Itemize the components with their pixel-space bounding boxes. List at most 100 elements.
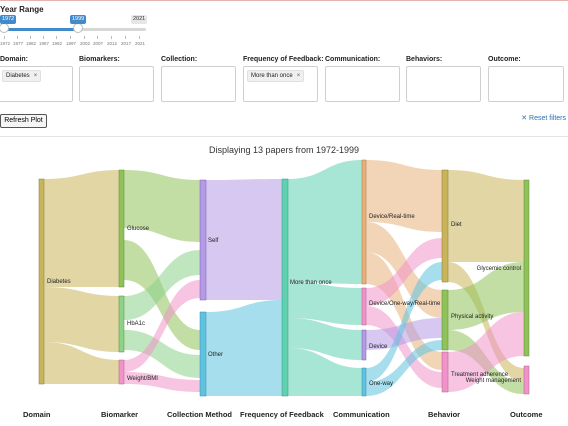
- link-self-more-than-once: [206, 179, 282, 300]
- axis-label-outcome: Outcome: [510, 410, 543, 419]
- tick-mark: [84, 36, 85, 39]
- tick-label: 1987: [39, 41, 50, 46]
- axis-label-frequency-of-feedback: Frequency of Feedback: [240, 410, 324, 419]
- frequency-chip-label: More than once: [251, 73, 293, 79]
- node-diet[interactable]: [441, 169, 449, 283]
- node-label-treatment-adherence: Treatment adherence: [451, 372, 509, 378]
- node-device-one-way-real-time[interactable]: [361, 287, 367, 326]
- tick-label: 2017: [121, 41, 132, 46]
- outcome-filter-input[interactable]: [488, 66, 564, 102]
- link-pa-glycemic: [448, 262, 524, 330]
- node-self[interactable]: [199, 179, 207, 301]
- chart-title: Displaying 13 papers from 1972-1999: [208, 145, 360, 155]
- node-label-weight-bmi: Weight/BMI: [127, 376, 158, 382]
- link-diabetes-weight: [44, 342, 120, 384]
- link-oneway-pa: [366, 340, 442, 396]
- tick-mark: [17, 36, 18, 39]
- link-devrt-diet: [366, 160, 442, 232]
- link-oneway-diet: [366, 262, 442, 382]
- sankey-nodes: [38, 159, 530, 397]
- sankey-node-labels: Diabetes Glucose HbA1c Weight/BMI Self O…: [47, 214, 521, 387]
- node-label-glycemic-control: Glycemic control: [477, 266, 521, 272]
- node-glucose[interactable]: [118, 169, 125, 288]
- node-label-physical-activity: Physical activity: [451, 314, 493, 320]
- node-weight-bmi[interactable]: [118, 359, 125, 385]
- node-label-hba1c: HbA1c: [127, 321, 145, 327]
- link-other-more-than-once: [206, 300, 282, 396]
- biomarkers-filter-input[interactable]: [79, 66, 154, 102]
- node-physical-activity[interactable]: [441, 289, 449, 351]
- link-hba1c-other: [124, 330, 200, 378]
- frequency-filter-label: Frequency of Feedback:: [243, 56, 324, 63]
- behaviors-filter-input[interactable]: [406, 66, 481, 102]
- node-one-way[interactable]: [361, 367, 367, 397]
- link-devrt-ta: [366, 252, 442, 370]
- tick-label: 1992: [52, 41, 63, 46]
- node-device[interactable]: [361, 329, 367, 361]
- link-weight-other: [124, 372, 200, 392]
- node-label-diet: Diet: [451, 222, 462, 228]
- tick-mark: [125, 36, 126, 39]
- tick-label: 2002: [80, 41, 91, 46]
- sankey-links: [44, 160, 524, 396]
- tick-label: 1977: [13, 41, 24, 46]
- tick-mark: [70, 36, 71, 39]
- node-weight-management[interactable]: [523, 365, 530, 395]
- tick-label: 1982: [26, 41, 37, 46]
- frequency-chip: More than once ×: [247, 70, 305, 82]
- axis-label-collection-method: Collection Method: [167, 410, 232, 419]
- link-hba1c-self: [124, 250, 200, 320]
- link-freq-device: [288, 318, 362, 360]
- node-more-than-once[interactable]: [281, 178, 289, 397]
- node-other[interactable]: [199, 311, 207, 397]
- node-label-more-than-once: More than once: [290, 280, 332, 286]
- collection-filter-input[interactable]: [161, 66, 236, 102]
- refresh-plot-button[interactable]: Refresh Plot: [0, 114, 47, 128]
- domain-chip: Diabetes ×: [2, 70, 42, 82]
- link-diet-glycemic: [448, 170, 524, 262]
- domain-chip-remove-icon[interactable]: ×: [33, 73, 38, 79]
- domain-filter-input[interactable]: Diabetes ×: [0, 66, 73, 102]
- year-range-from-value: 1972: [0, 15, 17, 24]
- communication-filter-input[interactable]: [325, 66, 400, 102]
- year-range-title: Year Range: [0, 5, 44, 14]
- node-label-self: Self: [208, 238, 219, 244]
- node-hba1c[interactable]: [118, 295, 125, 353]
- node-label-one-way: One-way: [369, 381, 393, 387]
- node-glycemic-control[interactable]: [523, 179, 530, 357]
- axis-label-domain: Domain: [23, 410, 51, 419]
- node-treatment-adherence[interactable]: [441, 351, 449, 393]
- tick-mark: [139, 36, 140, 39]
- link-freq-device-realtime: [288, 160, 362, 284]
- link-freq-oneway: [288, 348, 362, 396]
- link-freq-device-oneway-rt: [288, 282, 362, 325]
- link-glucose-self: [124, 170, 200, 242]
- node-device-real-time[interactable]: [361, 159, 367, 285]
- node-diabetes[interactable]: [38, 178, 45, 385]
- axis-label-biomarker: Biomarker: [101, 410, 139, 419]
- tick-label: 1997: [66, 41, 77, 46]
- link-devow-ta: [366, 306, 442, 388]
- communication-filter-label: Communication:: [325, 56, 381, 63]
- frequency-filter-input[interactable]: More than once ×: [243, 66, 318, 102]
- tick-mark: [111, 36, 112, 39]
- link-ta-glycemic: [448, 312, 524, 392]
- reset-filters-link[interactable]: ✕ Reset filters: [521, 115, 566, 122]
- node-label-weight-management: Weight management: [466, 378, 522, 384]
- biomarkers-filter-label: Biomarkers:: [79, 56, 120, 63]
- year-range-selection: [4, 28, 78, 31]
- domain-filter-label: Domain:: [0, 56, 28, 63]
- tick-label: 2007: [93, 41, 104, 46]
- node-label-diabetes: Diabetes: [47, 279, 71, 285]
- tick-label: 2012: [107, 41, 118, 46]
- frequency-chip-remove-icon[interactable]: ×: [296, 73, 301, 79]
- tick-mark: [97, 36, 98, 39]
- tick-mark: [56, 36, 57, 39]
- link-weight-self: [124, 280, 200, 372]
- year-range-max-value: 2021: [131, 15, 148, 24]
- axis-label-behavior: Behavior: [428, 410, 461, 419]
- year-range-to-value: 1999: [70, 15, 87, 24]
- top-border: [0, 0, 568, 1]
- node-label-device-real-time: Device/Real-time: [369, 214, 415, 220]
